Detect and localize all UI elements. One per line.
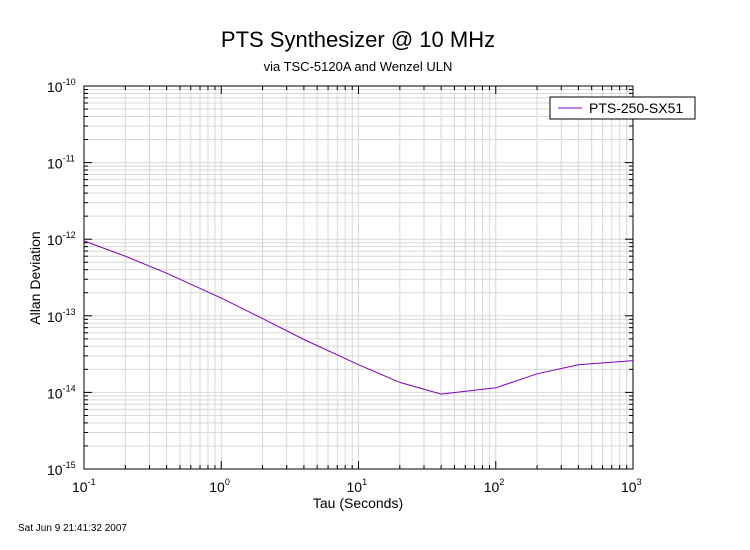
y-tick-label: 10-11	[47, 154, 75, 172]
x-tick-label: 10-1	[72, 477, 96, 495]
y-tick-label: 10-13	[47, 307, 76, 325]
legend-box	[549, 96, 696, 120]
x-tick-label: 103	[621, 477, 642, 495]
chart-subtitle: via TSC-5120A and Wenzel ULN	[264, 59, 453, 74]
legend-label: PTS-250-SX51	[589, 100, 683, 116]
series-line-0	[83, 240, 634, 395]
y-axis-label: Allan Deviation	[27, 231, 43, 324]
y-tick-label: 10-14	[47, 383, 76, 401]
grid-lines	[83, 86, 633, 470]
x-axis-label: Tau (Seconds)	[313, 495, 403, 511]
chart-title: PTS Synthesizer @ 10 MHz	[221, 27, 495, 52]
x-tick-label: 101	[347, 477, 368, 495]
y-tick-labels: 10-10 10-11 10-12 10-13 10-14 10-15	[47, 77, 76, 478]
y-tick-label: 10-12	[47, 230, 76, 248]
x-tick-label: 102	[484, 477, 505, 495]
y-tick-label: 10-10	[47, 77, 76, 95]
x-tick-label: 100	[209, 477, 230, 495]
x-tick-labels: 10-1 100 101 102 103	[72, 477, 642, 495]
legend: PTS-250-SX51	[549, 96, 696, 120]
footer-timestamp: Sat Jun 9 21:41:32 2007	[18, 523, 127, 534]
series-lines	[83, 240, 634, 395]
tick-marks	[83, 86, 633, 470]
y-tick-label: 10-15	[47, 460, 76, 478]
